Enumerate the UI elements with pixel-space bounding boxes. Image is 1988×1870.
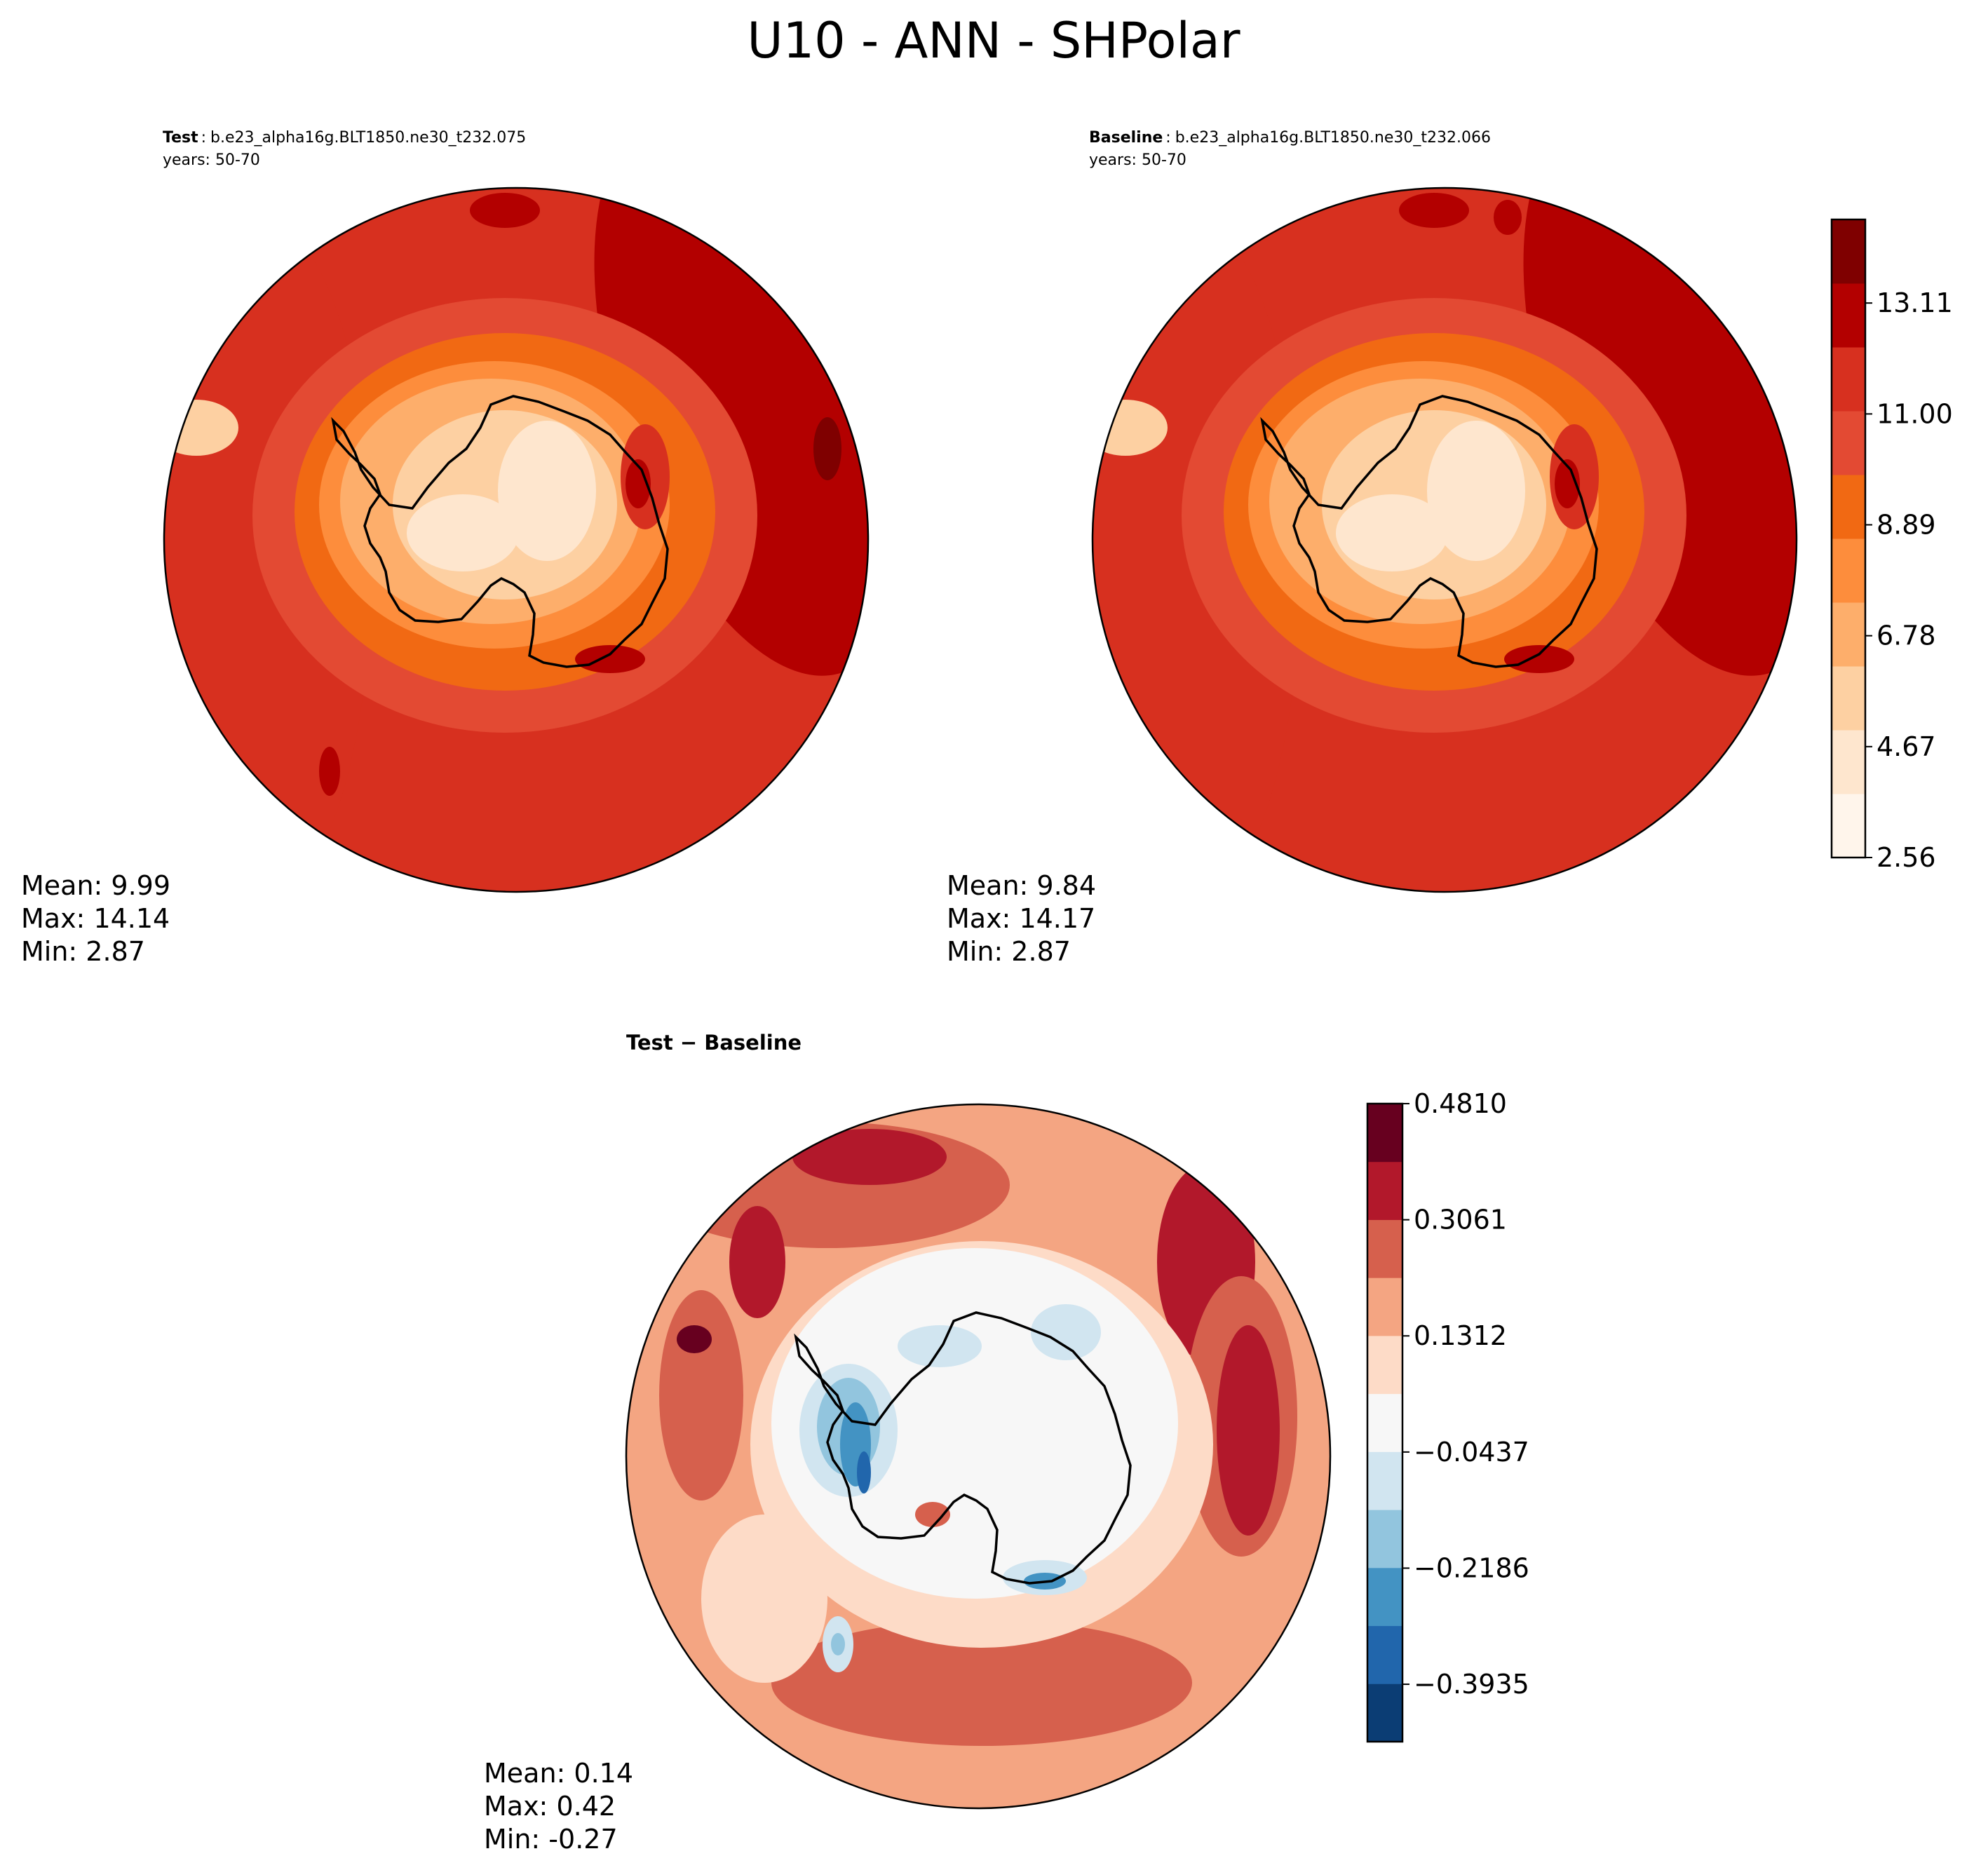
difference-map-boundary [625,1103,1332,1810]
panel-test: Test: b.e23_alpha16g.BLT1850.ne30_t232.07… [21,129,870,967]
colorbar-wind-speed-swatch [1832,730,1865,794]
baseline-min: Min: 2.87 [947,936,1071,967]
colorbar-wind-speed-tick-label: 4.67 [1877,731,1936,762]
colorbar-difference-swatch [1367,1161,1402,1220]
colorbar-difference-tick-label: 0.1312 [1414,1320,1507,1351]
difference-max: Max: 0.42 [484,1791,616,1822]
colorbar-wind-speed-tick-label: 6.78 [1877,621,1936,651]
colorbar-difference-swatch [1367,1278,1402,1336]
baseline-case: b.e23_alpha16g.BLT1850.ne30_t232.066 [1175,129,1491,147]
difference-label: Test − Baseline [626,1031,802,1055]
colorbar-wind-speed-tick-label: 8.89 [1877,510,1936,541]
test-max: Max: 14.14 [21,903,170,934]
colorbar-difference-swatch [1367,1567,1402,1627]
test-min: Min: 2.87 [21,936,145,967]
colorbar-difference-swatch [1367,1104,1402,1163]
test-map [164,188,868,892]
colorbar-difference-tick-label: −0.2186 [1414,1552,1529,1583]
colorbar-wind-speed-swatch [1832,475,1865,539]
baseline-max: Max: 14.17 [947,903,1095,934]
baseline-map [1093,188,1797,892]
colorbar-wind-speed-swatch [1832,602,1865,667]
colorbar-wind-speed-swatch [1832,219,1865,284]
svg-text:Test:b.e23_alpha16g.BLT1850.ne: Test: b.e23_alpha16g.BLT1850.ne30_t232.07… [163,129,526,147]
colorbar-difference-outline [1366,1102,1404,1743]
colorbar-difference-swatch [1367,1625,1402,1684]
test-mean: Mean: 9.99 [21,870,170,901]
colorbar-difference-tick-label: 0.3061 [1414,1205,1507,1235]
colorbar-wind-speed-swatch [1832,666,1865,731]
colorbar-wind-speed-swatch [1832,283,1865,348]
panel-difference: Test − Baseline [484,1031,1529,1855]
figure-title: U10 - ANN - SHPolar [747,12,1240,69]
colorbar-difference-swatch [1367,1451,1402,1510]
colorbar-difference-swatch [1367,1510,1402,1569]
baseline-map-boundary [1091,187,1798,893]
colorbar-difference-tick-label: 0.4810 [1414,1088,1507,1119]
colorbar-wind-speed-swatch [1832,411,1865,475]
baseline-label: Baseline [1089,129,1163,147]
colorbar-wind-speed: 2.56 4.67 6.78 8.89 11.00 13.11 [1830,218,1953,873]
difference-map [626,1104,1330,1808]
panel-baseline: Baseline: b.e23_alpha16g.BLT1850.ne30_t23… [947,129,1953,967]
test-label: Test [163,129,198,147]
colorbar-wind-speed-tick-label: 13.11 [1877,287,1953,318]
baseline-sep: : [1165,129,1170,147]
test-sep: : [201,129,206,147]
difference-min: Min: -0.27 [484,1824,618,1855]
colorbar-difference-swatch [1367,1335,1402,1395]
colorbar-difference-swatch [1367,1219,1402,1278]
colorbar-wind-speed-swatch [1832,347,1865,412]
baseline-years: years: 50-70 [1089,151,1186,169]
test-years: years: 50-70 [163,151,260,169]
colorbar-wind-speed-outline [1830,218,1867,859]
test-case: b.e23_alpha16g.BLT1850.ne30_t232.075 [210,129,526,147]
colorbar-difference-tick-label: −0.0437 [1414,1437,1529,1468]
difference-mean: Mean: 0.14 [484,1758,633,1789]
colorbar-wind-speed-tick-label: 2.56 [1877,842,1936,873]
colorbar-difference: −0.3935 −0.2186 −0.0437 0.1312 0.3061 0.4810 [1366,1088,1529,1743]
colorbar-wind-speed-swatch [1832,794,1865,858]
colorbar-difference-swatch [1367,1683,1402,1742]
colorbar-wind-speed-swatch [1832,538,1865,603]
svg-text:Baseline:b.e23_alpha16g.BLT185: Baseline: b.e23_alpha16g.BLT1850.ne30_t23… [1089,129,1491,147]
baseline-mean: Mean: 9.84 [947,870,1096,901]
colorbar-difference-tick-label: −0.3935 [1414,1669,1529,1700]
colorbar-difference-swatch [1367,1393,1402,1452]
test-map-boundary [163,187,870,893]
colorbar-wind-speed-tick-label: 11.00 [1877,398,1953,429]
